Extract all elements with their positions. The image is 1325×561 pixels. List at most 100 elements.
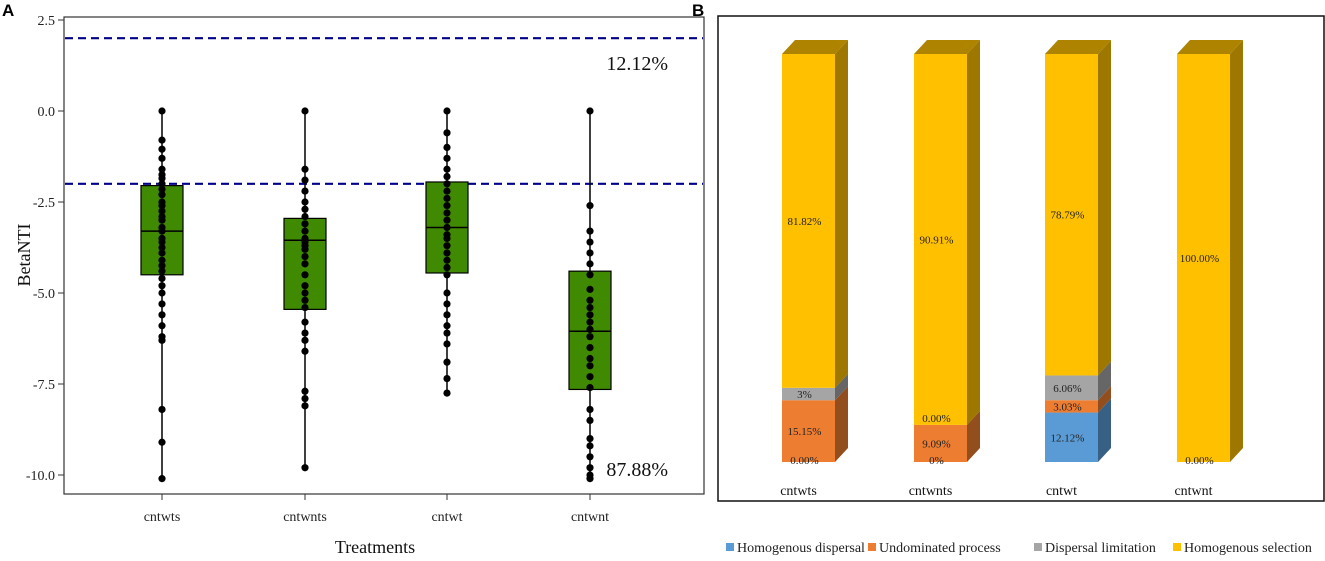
data-point (158, 475, 166, 483)
segment-label: 100.00% (1180, 253, 1219, 265)
data-point (158, 185, 166, 193)
data-point (158, 300, 166, 308)
panel-a-letter: A (2, 1, 14, 20)
data-point (586, 285, 594, 293)
bar-cntwnt: 0.00% 100.00% cntwnt (1174, 40, 1243, 499)
segment-label: 6.06% (1053, 383, 1081, 395)
panel-a-boxplot: 2.5 0.0 -2.5 -5.0 -7.5 -10.0 12.12% 87.88% cntwt… (26, 14, 703, 525)
panel-b-letter: B (692, 1, 704, 20)
data-point (586, 260, 594, 268)
data-point (301, 187, 309, 195)
data-point (443, 216, 451, 224)
data-point (443, 202, 451, 210)
segment-label: 3% (797, 389, 812, 401)
legend-swatch (1173, 543, 1181, 551)
legend-label: Undominated process (879, 541, 1001, 556)
data-point (158, 262, 166, 270)
data-point (301, 394, 309, 403)
data-point (443, 223, 451, 232)
data-point (586, 311, 594, 319)
data-point (301, 289, 309, 297)
data-point (586, 464, 594, 472)
data-point (443, 107, 451, 115)
data-point (301, 387, 309, 395)
segment-label: 15.15% (788, 426, 822, 438)
data-point (586, 227, 594, 235)
annotation-lower: 87.88% (606, 459, 668, 481)
segment-label: 9.09% (922, 438, 950, 450)
data-point (586, 318, 594, 326)
data-point (586, 202, 594, 210)
legend-swatch (1034, 543, 1042, 551)
segment-label: 0.00% (790, 455, 818, 467)
data-point (443, 256, 451, 264)
segment-label: 12.12% (1051, 432, 1085, 444)
data-point (158, 216, 166, 224)
data-point (586, 296, 594, 304)
box-cntwts (140, 107, 184, 483)
data-point (443, 187, 451, 195)
data-point (158, 191, 166, 199)
data-point (443, 209, 451, 217)
data-point (443, 154, 451, 162)
bar-segment-front (782, 400, 835, 462)
data-point (443, 340, 451, 348)
data-point (443, 358, 451, 366)
data-point (443, 234, 451, 242)
data-point (301, 318, 309, 326)
data-point (301, 107, 309, 115)
bar-segment-side (1098, 398, 1111, 462)
data-point (158, 282, 166, 290)
bar-segment-side (835, 386, 848, 462)
bar-segment-front (1045, 54, 1098, 376)
segment-label: 78.79% (1051, 210, 1085, 222)
bar-segment-front (1177, 54, 1230, 462)
bar-segment-front (914, 54, 967, 425)
data-point (158, 267, 166, 275)
legend-item: Undominated process (868, 541, 1001, 556)
segment-label: 3.03% (1053, 401, 1081, 413)
data-point (586, 344, 594, 352)
legend-label: Homogenous dispersal (737, 541, 865, 556)
data-point (586, 325, 594, 333)
data-point (158, 136, 166, 144)
data-point (443, 300, 451, 308)
bar-segment-side (835, 40, 848, 388)
data-point (301, 205, 309, 213)
bar-segment-front (782, 54, 835, 388)
y-tick-label: -2.5 (33, 196, 55, 211)
data-point (158, 165, 166, 173)
data-point (443, 389, 451, 397)
data-point (158, 238, 166, 246)
data-point (586, 416, 594, 424)
data-point (586, 362, 594, 370)
data-point (301, 227, 309, 235)
bar-segment-side (1098, 361, 1111, 401)
data-point (443, 143, 451, 151)
data-point (158, 227, 166, 235)
panel-b-stacked-bars: 0.00% 15.15% 3% 81.82% cntwts 0% 9.09% 0.00% 90.… (780, 40, 1243, 499)
data-point (301, 402, 309, 410)
bar-segment-front (782, 387, 835, 401)
data-point (158, 274, 166, 283)
data-point (443, 249, 451, 257)
box-cntwt (425, 107, 469, 397)
segment-label: 90.91% (920, 234, 954, 246)
segment-label: 0% (929, 455, 944, 467)
data-point (443, 129, 451, 137)
legend-item: Dispersal limitation (1034, 541, 1156, 556)
data-point (301, 296, 309, 304)
data-point (586, 354, 594, 363)
data-point (158, 202, 166, 210)
bar-top-face (1177, 40, 1243, 54)
data-point (158, 107, 166, 115)
data-point (586, 271, 594, 279)
data-point (301, 329, 309, 337)
data-point (158, 311, 166, 319)
legend-item: Homogenous dispersal (726, 541, 865, 556)
data-point (301, 303, 309, 312)
data-point (443, 165, 451, 173)
data-point (443, 194, 451, 202)
data-point (301, 260, 309, 268)
